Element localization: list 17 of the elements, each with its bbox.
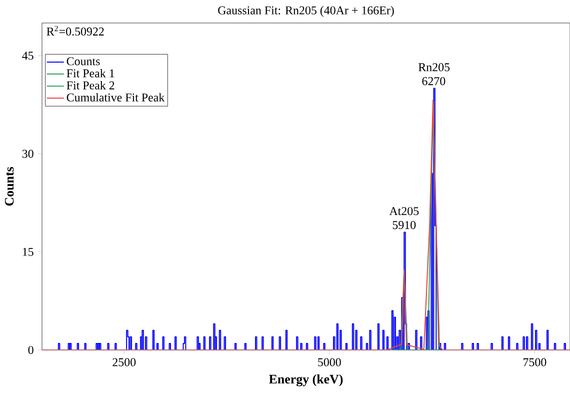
x-tick-label: 5000 (318, 358, 341, 366)
x-tick-label: 2500 (112, 358, 136, 366)
legend-label: Fit Peak 2 (66, 81, 114, 90)
legend-label: Cumulative Fit Peak (66, 93, 165, 102)
annotation: R$^{2}$=0.50922 (46, 26, 104, 36)
chart-title: Gaussian Fit: Rn205 (40Ar + 166Er) (218, 6, 394, 17)
legend-label: Counts (66, 57, 100, 66)
y-tick-label: 0 (28, 346, 34, 354)
x-axis-title: Energy (keV) (268, 374, 343, 386)
y-axis-title: Counts (4, 167, 14, 206)
x-tick-label: 7500 (524, 358, 546, 366)
legend-label: Fit Peak 1 (66, 68, 114, 78)
y-tick-label: 45 (22, 52, 34, 60)
y-tick-label: 15 (22, 248, 34, 256)
y-tick-label: 30 (22, 150, 34, 158)
annotation: At205 5910 (389, 207, 419, 230)
annotation: Rn205 6270 (418, 63, 450, 86)
